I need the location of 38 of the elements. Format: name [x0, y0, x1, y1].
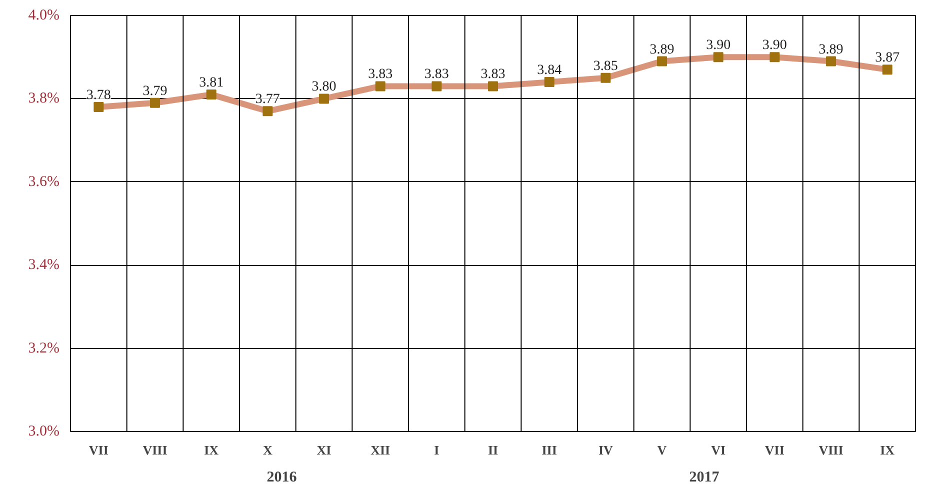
- y-tick-label: 3.0%: [28, 424, 60, 440]
- data-label: 3.83: [424, 67, 449, 82]
- x-tick-label: VIII: [142, 442, 168, 458]
- y-tick-label: 3.8%: [28, 90, 60, 107]
- x-tick-label: VII: [88, 442, 108, 458]
- data-label: 3.90: [762, 38, 787, 54]
- x-tick-label: XII: [370, 442, 390, 458]
- x-tick-label: X: [262, 442, 273, 458]
- x-tick-label: I: [434, 442, 440, 458]
- x-tick-label: IX: [204, 442, 220, 458]
- y-tick-label: 3.6%: [28, 174, 60, 190]
- y-tick-label: 3.4%: [28, 257, 60, 274]
- data-label: 3.78: [86, 88, 111, 104]
- data-label: 3.80: [312, 80, 336, 95]
- x-tick-label: XI: [316, 442, 332, 458]
- x-tick-label: V: [657, 442, 668, 458]
- text: 2017: [689, 470, 720, 484]
- x-tick-label: IV: [598, 442, 614, 458]
- x-tick-label: VI: [711, 442, 726, 458]
- x-tick-label: II: [488, 442, 498, 458]
- data-label: 3.89: [650, 42, 674, 58]
- y-tick-label: 3.2%: [28, 340, 60, 356]
- text: 2016: [266, 470, 298, 484]
- data-label: 3.85: [593, 58, 618, 74]
- data-label: 3.90: [706, 38, 731, 54]
- x-tick-label: III: [542, 442, 557, 458]
- data-label: 3.87: [875, 50, 900, 66]
- x-tick-label: VII: [764, 442, 784, 458]
- data-label: 3.83: [480, 67, 506, 82]
- y-tick-label: 4.0%: [28, 8, 60, 24]
- data-label: 3.83: [368, 67, 393, 82]
- data-label: 3.84: [537, 63, 562, 78]
- data-label: 3.79: [142, 84, 168, 99]
- x-tick-label: IX: [880, 442, 896, 458]
- data-label: 3.77: [255, 92, 280, 108]
- data-label: 3.89: [818, 42, 844, 58]
- x-tick-label: VIII: [818, 442, 844, 458]
- data-label: 3.81: [199, 76, 224, 91]
